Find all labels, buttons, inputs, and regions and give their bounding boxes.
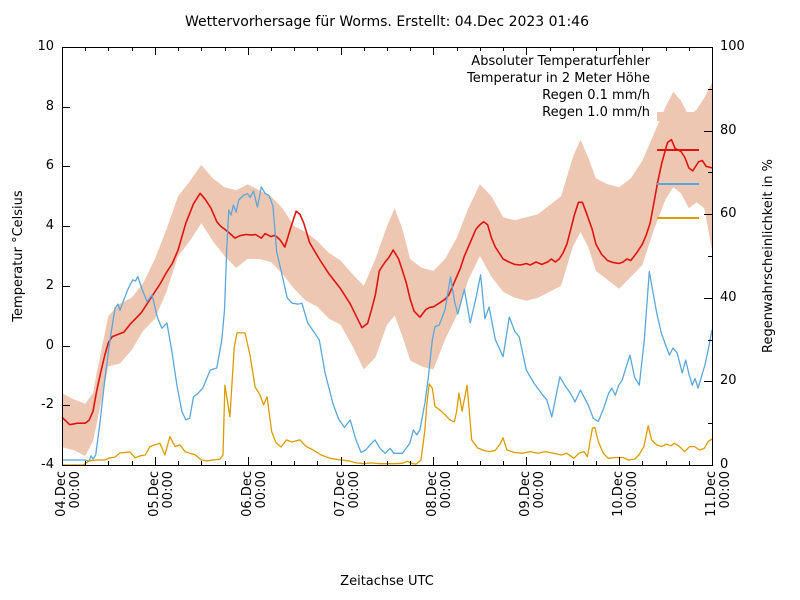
x-tick-label: 07.Dec 00:00 [332, 471, 362, 517]
temperature-line [61, 138, 713, 426]
rain10-line [62, 332, 713, 466]
y-right-tick-label: 20 [720, 373, 737, 389]
x-tick-label: 10.Dec 00:00 [611, 471, 641, 517]
y-left-tick-label: -2 [41, 397, 54, 413]
x-tick-label: 06.Dec 00:00 [239, 471, 269, 517]
rain01-line-swatch [657, 183, 699, 185]
y-left-tick-label: -4 [41, 457, 54, 472]
rain10-line-swatch [657, 217, 699, 219]
x-axis-label: Zeitachse UTC [340, 574, 434, 589]
y-left-tick-label: 0 [45, 337, 54, 353]
y-left-tick-label: 8 [45, 98, 54, 114]
legend-label: Temperatur in 2 Meter Höhe [467, 71, 650, 86]
chart-title: Wettervorhersage für Worms. Erstellt: 04… [184, 14, 589, 30]
y-axis-label-right: Regenwahrscheinlichkeit in % [761, 159, 776, 353]
y-right-tick-label: 80 [720, 122, 737, 138]
y-left-tick-label: 4 [45, 218, 54, 234]
legend-label: Absoluter Temperaturfehler [471, 54, 650, 69]
x-tick-label: 11.Dec 00:00 [704, 471, 733, 517]
y-right-tick-label: 40 [720, 289, 737, 305]
legend-label: Regen 0.1 mm/h [542, 88, 650, 103]
legend-label: Regen 1.0 mm/h [542, 105, 650, 120]
x-tick-label: 09.Dec 00:00 [518, 471, 548, 517]
temperature-line-swatch [657, 149, 699, 151]
error-band [62, 82, 712, 457]
x-tick-label: 05.Dec 00:00 [146, 471, 176, 517]
y-left-tick-label: 6 [45, 158, 54, 174]
y-right-tick-label: 60 [720, 206, 737, 222]
rain01-line [62, 186, 713, 462]
x-tick-label: 04.Dec 00:00 [54, 471, 83, 517]
error-band-swatch [657, 112, 699, 121]
y-right-tick-label: 0 [720, 457, 729, 472]
y-axis-label-left: Temperatur °Celsius [11, 190, 26, 322]
x-tick-label: 08.Dec 00:00 [425, 471, 455, 517]
y-left-tick-label: 10 [37, 39, 54, 54]
y-left-tick-label: 2 [45, 277, 54, 293]
y-right-tick-label: 100 [720, 39, 745, 54]
